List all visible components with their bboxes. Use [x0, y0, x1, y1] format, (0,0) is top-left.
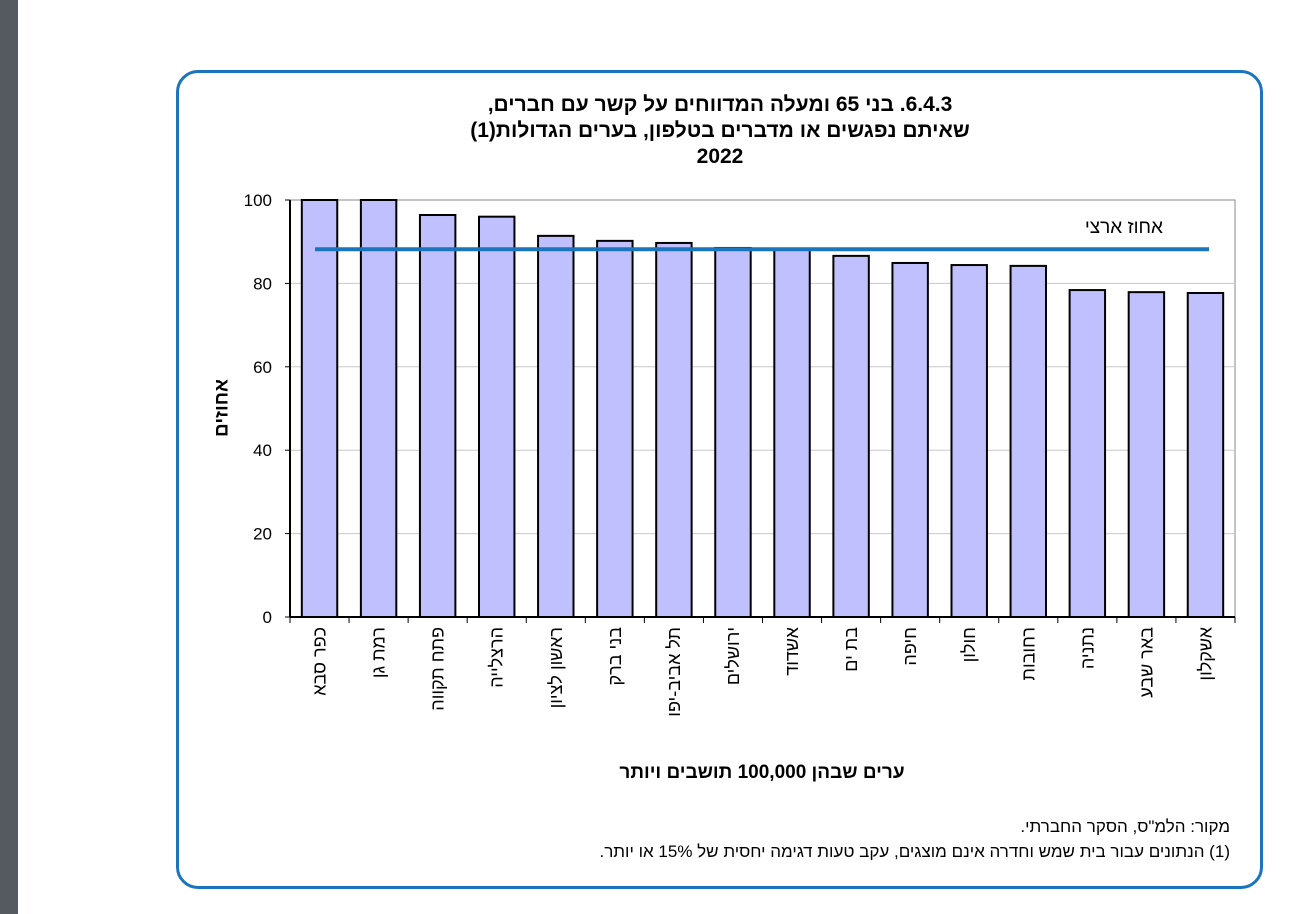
national-average-label: אחוז ארצי: [1085, 217, 1163, 238]
bar: [1127, 291, 1166, 618]
bar: [1068, 289, 1107, 618]
x-tick-label: כפר סבא: [310, 627, 330, 696]
bar: [1009, 264, 1047, 618]
chart-frame: [176, 70, 1263, 889]
bar: [596, 239, 634, 618]
y-tick-label: 20: [253, 525, 272, 544]
x-tick-label: ראשון לציון: [546, 627, 566, 708]
bar: [891, 261, 929, 618]
left-window-edge: [0, 0, 18, 914]
x-tick-label: באר שבע: [1136, 627, 1156, 698]
x-tick-label: חיפה: [900, 627, 920, 666]
y-tick-label: 100: [244, 191, 272, 210]
footnote: (1) הנתונים עבור בית שמש וחדרה אינם מוצג…: [599, 842, 1231, 861]
bar: [359, 199, 398, 618]
title-line-2: שאיתם נפגשים או מדברים בטלפון, בערים הגד…: [470, 119, 970, 142]
x-tick-label: הרצלייה: [487, 627, 507, 688]
x-tick-label: פתח תקווה: [428, 627, 448, 711]
y-axis-title: אחוזים: [212, 379, 233, 437]
title-line-1: 6.4.3. בני 65 ומעלה המדווחים על קשר עם ח…: [487, 93, 953, 116]
x-tick-label: אשדוד: [782, 626, 802, 675]
x-tick-label: נתניה: [1077, 627, 1097, 669]
bar: [478, 215, 516, 618]
x-tick-label: רחובות: [1018, 627, 1038, 680]
y-tick-label: 0: [263, 608, 272, 627]
bar: [950, 264, 988, 618]
bar: [537, 234, 575, 618]
bar: [418, 214, 457, 618]
chart-title: 6.4.3. בני 65 ומעלה המדווחים על קשר עם ח…: [300, 92, 1140, 170]
x-tick-label: ירושלים: [723, 627, 743, 685]
bar: [832, 254, 870, 619]
bar: [300, 199, 339, 618]
x-tick-label: בני ברק: [605, 627, 625, 686]
source-note: מקור: הלמ"ס, הסקר החברתי.: [1020, 817, 1230, 836]
x-tick-label: חולון: [959, 627, 979, 662]
x-tick-label: בת ים: [841, 627, 861, 672]
x-tick-label: רמת גן: [369, 627, 389, 678]
bar: [714, 246, 752, 619]
bar: [1186, 291, 1225, 618]
y-tick-label: 80: [253, 274, 272, 293]
bar: [773, 248, 811, 619]
x-tick-label: תל אביב-יפו: [664, 627, 684, 717]
chart-notes: מקור: הלמ"ס, הסקר החברתי. (1) הנתונים עב…: [600, 814, 1231, 864]
y-tick-label: 60: [253, 358, 272, 377]
x-axis-title: ערים שבהן 100,000 תושבים ויותר: [619, 762, 904, 783]
title-line-3: 2022: [696, 145, 744, 168]
y-tick-label: 40: [253, 441, 272, 460]
x-tick-label: אשקלון: [1195, 626, 1215, 680]
bar: [655, 241, 693, 619]
